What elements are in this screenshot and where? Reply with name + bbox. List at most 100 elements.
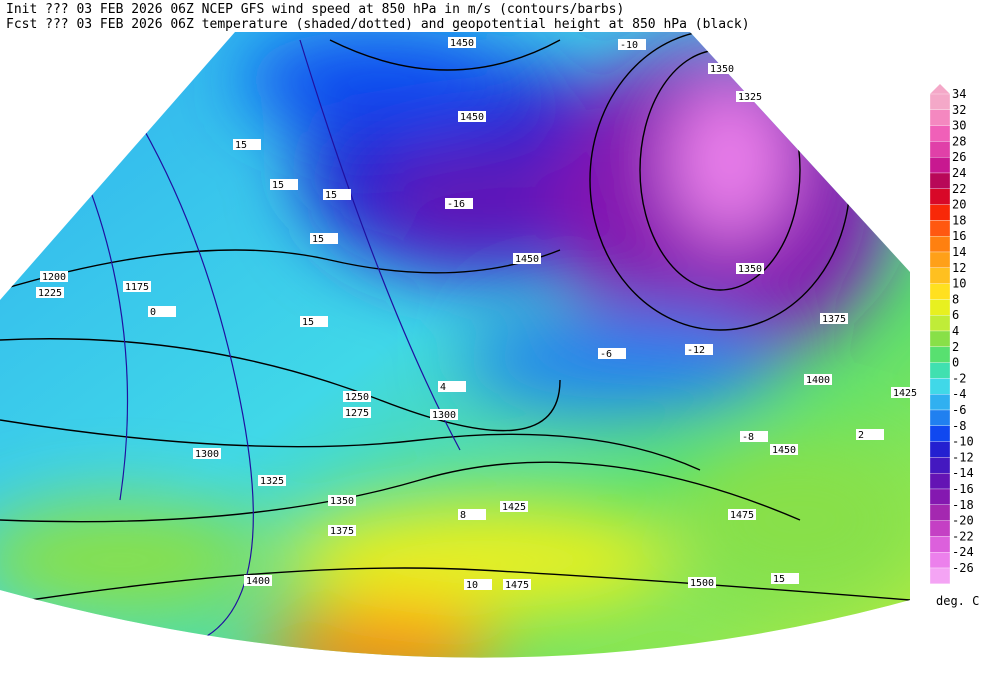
contour-label-bg xyxy=(513,253,541,264)
contour-label: 1450 xyxy=(772,445,796,456)
colorbar-label: 34 xyxy=(952,87,966,101)
colorbar-label: 10 xyxy=(952,277,966,291)
contour-label-bg xyxy=(310,233,338,244)
colorbar-box xyxy=(929,378,951,395)
contour-label-bg xyxy=(123,281,151,292)
contour-label: 15 xyxy=(235,140,247,151)
colorbar-label: -2 xyxy=(952,371,966,385)
colorbar-box xyxy=(929,157,951,174)
contour-label: 1300 xyxy=(195,449,219,460)
colorbar-label: -26 xyxy=(952,561,974,575)
contour-label-bg xyxy=(458,111,486,122)
colorbar-label: 20 xyxy=(952,198,966,212)
contour-label-bg xyxy=(244,575,272,586)
colorbar-box xyxy=(929,362,951,379)
colorbar-label: 30 xyxy=(952,119,966,133)
contour-label: 1350 xyxy=(710,64,734,75)
contour-label-bg xyxy=(343,407,371,418)
contour-label: 4 xyxy=(440,382,446,393)
contour-label-bg xyxy=(820,313,848,324)
contour-label: -8 xyxy=(742,432,754,443)
colorbar-label: 12 xyxy=(952,261,966,275)
colorbar-label: 18 xyxy=(952,213,966,227)
colorbar-box xyxy=(929,552,951,569)
contour-label: 1225 xyxy=(38,288,62,299)
colorbar-box xyxy=(929,520,951,537)
colorbar-box xyxy=(929,283,951,300)
contour-label: -6 xyxy=(600,349,612,360)
colorbar-box xyxy=(929,409,951,426)
colorbar-box xyxy=(929,141,951,158)
colorbar-box xyxy=(929,488,951,505)
contour-label-bg xyxy=(598,348,626,359)
colorbar-box xyxy=(929,346,951,363)
header-line: Init ??? 03 FEB 2026 06Z NCEP GFS wind s… xyxy=(6,2,624,17)
contour-label-bg xyxy=(448,37,476,48)
contour-label-bg xyxy=(856,429,884,440)
colorbar-label: -12 xyxy=(952,450,974,464)
colorbar-box xyxy=(929,567,951,584)
contour-label: 1475 xyxy=(505,580,529,591)
colorbar-label: 8 xyxy=(952,292,959,306)
contour-label: 1275 xyxy=(345,408,369,419)
colorbar-box xyxy=(929,188,951,205)
contour-label-bg xyxy=(458,509,486,520)
colorbar-arrow xyxy=(930,84,950,94)
contour-label: 0 xyxy=(150,307,156,318)
contour-label-bg xyxy=(193,448,221,459)
contour-label-bg xyxy=(40,271,68,282)
contour-label: 10 xyxy=(466,580,478,591)
colorbar-label: -6 xyxy=(952,403,966,417)
contour-label: 1175 xyxy=(125,282,149,293)
colorbar-label: 2 xyxy=(952,340,959,354)
colorbar-box xyxy=(929,299,951,316)
contour-label: 15 xyxy=(302,317,314,328)
contour-label: 1375 xyxy=(822,314,846,325)
contour-label-bg xyxy=(688,577,716,588)
contour-label: 8 xyxy=(460,510,466,521)
colorbar-box xyxy=(929,330,951,347)
colorbar-label: 0 xyxy=(952,356,959,370)
colorbar-box xyxy=(929,536,951,553)
colorbar-box xyxy=(929,504,951,521)
contour-label: 1475 xyxy=(730,510,754,521)
contour-label-bg xyxy=(740,431,768,442)
colorbar-label: 28 xyxy=(952,134,966,148)
contour-label: 15 xyxy=(272,180,284,191)
contour-label-bg xyxy=(736,91,764,102)
contour-label-bg xyxy=(500,501,528,512)
contour-label-bg xyxy=(464,579,492,590)
contour-label-bg xyxy=(770,444,798,455)
colorbar-label: 22 xyxy=(952,182,966,196)
contour-label-bg xyxy=(300,316,328,327)
contour-label-bg xyxy=(270,179,298,190)
colorbar-box xyxy=(929,236,951,253)
colorbar-box xyxy=(929,457,951,474)
colorbar-box xyxy=(929,315,951,332)
colorbar-label: -16 xyxy=(952,482,974,496)
colorbar-box xyxy=(929,172,951,189)
colorbar-label: -8 xyxy=(952,419,966,433)
colorbar-box xyxy=(929,441,951,458)
colorbar-label: 16 xyxy=(952,229,966,243)
contour-label-bg xyxy=(736,263,764,274)
colorbar-label: -14 xyxy=(952,466,974,480)
contour-label: 1350 xyxy=(738,264,762,275)
contour-label-bg xyxy=(328,525,356,536)
contour-label: 1425 xyxy=(502,502,526,513)
contour-label: 1500 xyxy=(690,578,714,589)
contour-label-bg xyxy=(430,409,458,420)
colorbar-unit: deg. C xyxy=(936,594,979,608)
colorbar-label: 26 xyxy=(952,150,966,164)
colorbar-label: 4 xyxy=(952,324,959,338)
contour-label-bg xyxy=(328,495,356,506)
contour-label-bg xyxy=(445,198,473,209)
colorbar-box xyxy=(929,125,951,142)
contour-label-bg xyxy=(685,344,713,355)
colorbar-box xyxy=(929,394,951,411)
contour-label-bg xyxy=(771,573,799,584)
colorbar-label: -10 xyxy=(952,435,974,449)
contour-label-bg xyxy=(891,387,919,398)
contour-label: 1375 xyxy=(330,526,354,537)
